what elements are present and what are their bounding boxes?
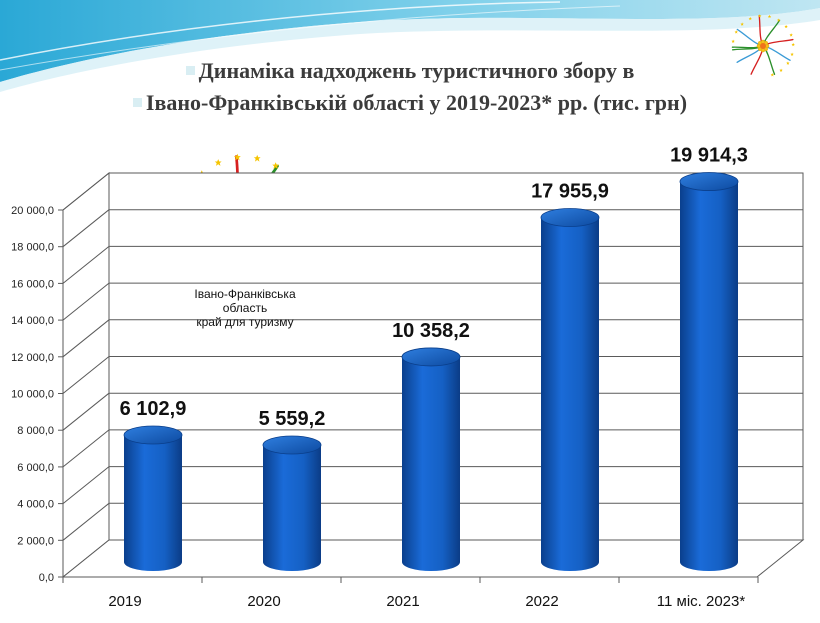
- y-axis-ticks: 0,0 2 000,0 4 000,0 6 000,0 8 000,0 10 000,0 1…: [11, 205, 54, 584]
- bars: [123, 172, 739, 572]
- star-icon: [740, 22, 744, 26]
- bar-body: [541, 217, 599, 572]
- y-tick-label: 4 000,0: [17, 499, 54, 511]
- x-tick-label: 2021: [386, 593, 419, 610]
- gridline-diagonal: [62, 429, 110, 468]
- bar-body: [402, 356, 460, 571]
- x-tick-label: 2019: [108, 593, 141, 610]
- y-tick-label: 12 000,0: [11, 352, 54, 364]
- star-icon: [786, 61, 790, 65]
- gridline-diagonal: [62, 392, 110, 431]
- data-label: 19 914,3: [670, 145, 748, 167]
- star-icon: [789, 33, 793, 37]
- y-tick-label: 20 000,0: [11, 205, 54, 217]
- bar-cap: [262, 435, 322, 455]
- bar-body: [680, 181, 738, 571]
- value-labels: 6 102,9 5 559,2 10 358,2 17 955,9 19 914,3: [120, 145, 748, 430]
- bar-cap: [401, 347, 461, 367]
- gridline-diagonal: [62, 502, 110, 541]
- bar-cap: [540, 208, 600, 227]
- x-tick-label: 2020: [247, 593, 280, 610]
- gridline-diagonal: [62, 246, 110, 284]
- star-icon: [253, 154, 261, 162]
- bar: [262, 435, 322, 571]
- data-label: 6 102,9: [120, 398, 187, 420]
- bar-cap: [679, 172, 739, 191]
- logo-caption: Івано-Франківська область край для туриз…: [175, 287, 315, 329]
- star-icon: [784, 24, 788, 29]
- chart-title-text-2: Івано-Франківській області у 2019-2023* …: [145, 90, 688, 115]
- bar: [679, 172, 739, 571]
- gridline-diagonal: [62, 356, 110, 394]
- x-axis-ticks: 2019 2020 2021 2022 11 міс. 2023*: [62, 577, 759, 610]
- bar-body: [263, 444, 321, 571]
- chart-title-line-1: Динаміка надходжень туристичного збору в: [0, 58, 820, 84]
- star-icon: [770, 73, 775, 77]
- header-wave: [0, 0, 820, 92]
- gridline-diagonal: [62, 209, 110, 248]
- bar-cap: [123, 425, 183, 445]
- chart-title-line-2: Івано-Франківській області у 2019-2023* …: [0, 90, 820, 116]
- bar-body: [124, 435, 182, 571]
- y-tick-label: 14 000,0: [11, 315, 54, 327]
- logo-caption-line-1: Івано-Франківська область: [194, 287, 296, 315]
- star-icon: [776, 18, 781, 22]
- y-tick-label: 2 000,0: [17, 535, 54, 547]
- star-icon: [758, 14, 762, 18]
- gridline-diagonal: [62, 172, 110, 211]
- y-tick-label: 0,0: [39, 572, 54, 584]
- data-label: 5 559,2: [259, 408, 326, 430]
- y-tick-label: 8 000,0: [17, 425, 54, 437]
- star-icon: [731, 39, 735, 43]
- data-label: 17 955,9: [531, 181, 609, 203]
- logo-caption-line-2: край для туризму: [196, 315, 294, 329]
- star-icon: [734, 30, 738, 34]
- chart-title-text-1: Динаміка надходжень туристичного збору в: [198, 58, 635, 83]
- gridline-diagonal: [62, 319, 110, 358]
- y-tick-label: 16 000,0: [11, 278, 54, 290]
- star-icon: [767, 14, 772, 19]
- star-icon: [779, 68, 783, 72]
- y-tick-label: 18 000,0: [11, 242, 54, 254]
- star-icon: [214, 159, 222, 166]
- star-icon: [233, 153, 241, 161]
- y-tick-label: 10 000,0: [11, 389, 54, 401]
- corner-logo-icon: [731, 14, 795, 77]
- gridline-diagonal: [62, 466, 110, 504]
- y-tick-label: 6 000,0: [17, 462, 54, 474]
- title-bullet-icon: [132, 98, 142, 107]
- gridline-diagonal: [62, 282, 110, 321]
- bar: [401, 347, 461, 571]
- data-label: 10 358,2: [392, 320, 470, 342]
- bar: [540, 208, 600, 572]
- star-icon: [748, 16, 752, 21]
- star-icon: [790, 52, 794, 56]
- bar: [123, 425, 183, 571]
- star-icon: [791, 42, 795, 47]
- title-bullet-icon: [185, 66, 195, 75]
- x-tick-label: 2022: [525, 593, 558, 610]
- x-tick-label: 11 міс. 2023*: [657, 593, 746, 610]
- flower-center: [760, 43, 766, 49]
- star-icon: [272, 162, 280, 170]
